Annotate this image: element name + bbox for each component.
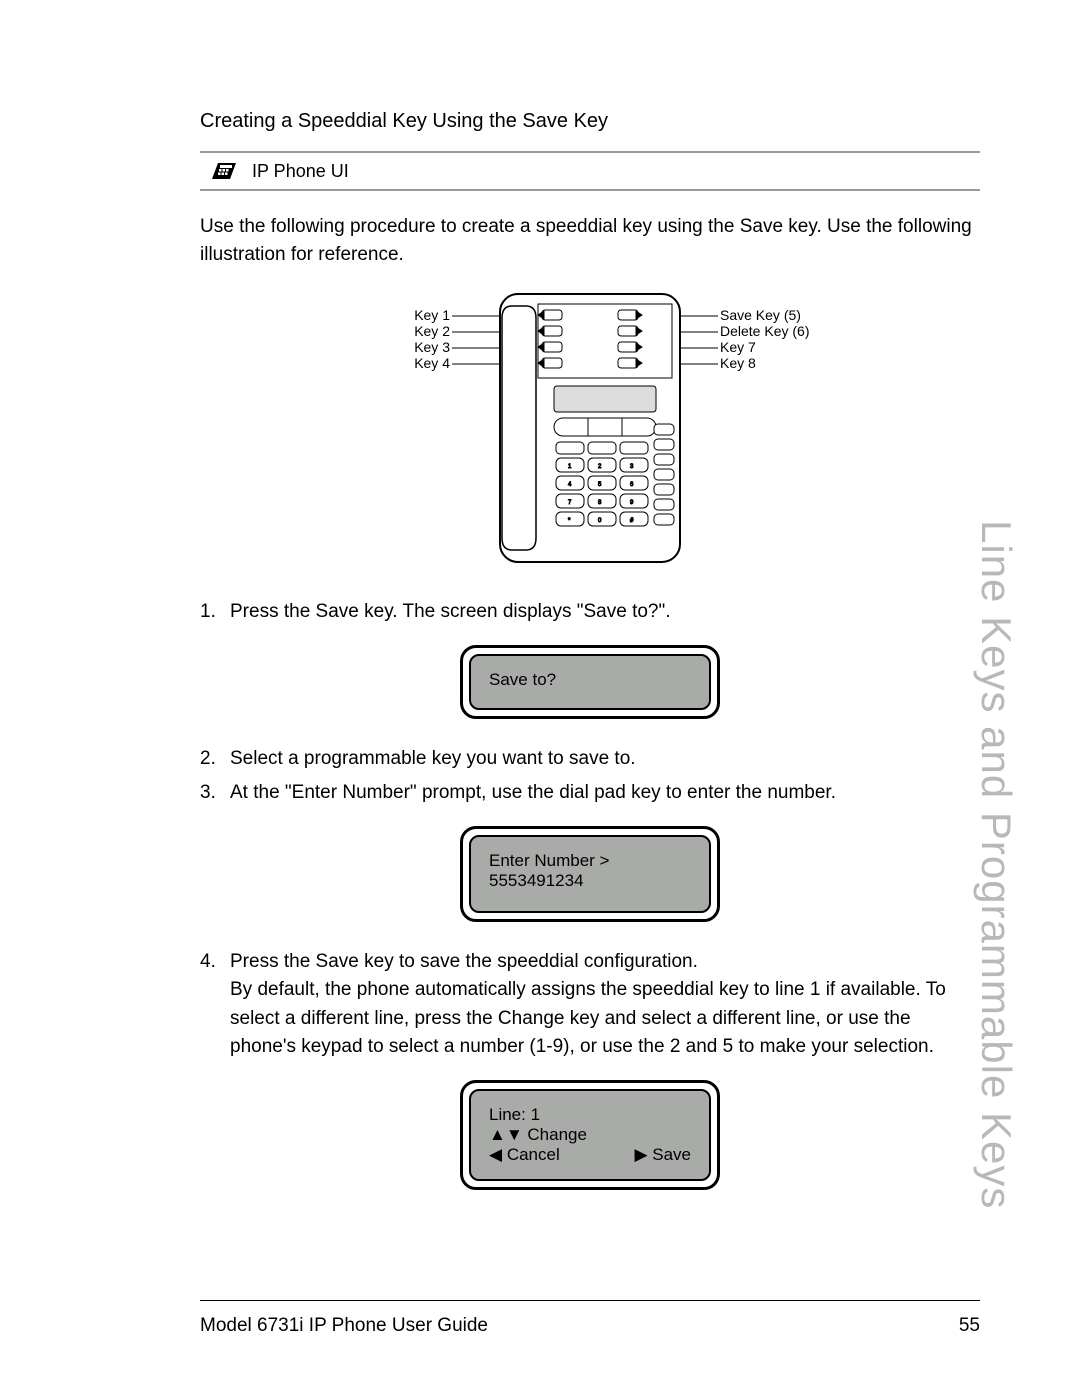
left-icon: ◀ bbox=[489, 1145, 502, 1164]
steps-list: 1. Press the Save key. The screen displa… bbox=[200, 598, 980, 627]
svg-text:Key 1: Key 1 bbox=[414, 307, 450, 323]
svg-text:Key 4: Key 4 bbox=[414, 355, 450, 371]
updown-icon: ▲▼ bbox=[489, 1125, 523, 1144]
step-number: 1. bbox=[200, 598, 230, 627]
step-text: By default, the phone automatically assi… bbox=[230, 979, 946, 1057]
step-text: Press the Save key to save the speeddial… bbox=[230, 951, 698, 972]
footer-left: Model 6731i IP Phone User Guide bbox=[200, 1315, 488, 1337]
step-text: At the "Enter Number" prompt, use the di… bbox=[230, 779, 980, 808]
lcd-enter-number: Enter Number > 5553491234 bbox=[460, 826, 720, 922]
ui-bar: IP Phone UI bbox=[200, 151, 980, 191]
footer-page-number: 55 bbox=[959, 1315, 980, 1337]
right-icon: ▶ bbox=[634, 1145, 647, 1164]
ui-bar-label: IP Phone UI bbox=[252, 161, 349, 182]
svg-text:Key 8: Key 8 bbox=[720, 355, 756, 371]
lcd-save-label: Save bbox=[652, 1145, 691, 1164]
svg-text:Key 7: Key 7 bbox=[720, 339, 756, 355]
page-footer: Model 6731i IP Phone User Guide 55 bbox=[200, 1300, 980, 1337]
step-number: 3. bbox=[200, 779, 230, 808]
intro-text: Use the following procedure to create a … bbox=[200, 213, 980, 268]
svg-text:Key 3: Key 3 bbox=[414, 339, 450, 355]
svg-text:Save Key (5): Save Key (5) bbox=[720, 307, 801, 323]
svg-text:Delete Key (6): Delete Key (6) bbox=[720, 323, 809, 339]
footer-rule bbox=[200, 1300, 980, 1301]
lcd-change-label: Change bbox=[527, 1125, 587, 1144]
lcd-line: Enter Number > bbox=[489, 851, 691, 871]
lcd-save-to: Save to? bbox=[460, 645, 720, 719]
lcd-line-select: Line: 1 ▲▼ Change ◀ Cancel ▶ Save bbox=[460, 1080, 720, 1190]
phone-ui-icon bbox=[210, 159, 240, 183]
lcd-cancel-label: Cancel bbox=[507, 1145, 560, 1164]
lcd-line: Line: 1 bbox=[489, 1105, 691, 1125]
step-text: Select a programmable key you want to sa… bbox=[230, 745, 980, 774]
step-text: Press the Save key. The screen displays … bbox=[230, 598, 980, 627]
sidebar-section-title: Line Keys and Programmable Keys bbox=[972, 520, 1020, 1209]
step-number: 2. bbox=[200, 745, 230, 774]
step-number: 4. bbox=[200, 948, 230, 1062]
lcd-line: Save to? bbox=[489, 670, 691, 690]
lcd-line: 5553491234 bbox=[489, 871, 691, 891]
section-heading: Creating a Speeddial Key Using the Save … bbox=[200, 110, 980, 133]
svg-text:Key 2: Key 2 bbox=[414, 323, 450, 339]
phone-diagram: Key 1 Key 2 Key 3 Key 4 Save Key (5) Del… bbox=[200, 288, 980, 568]
